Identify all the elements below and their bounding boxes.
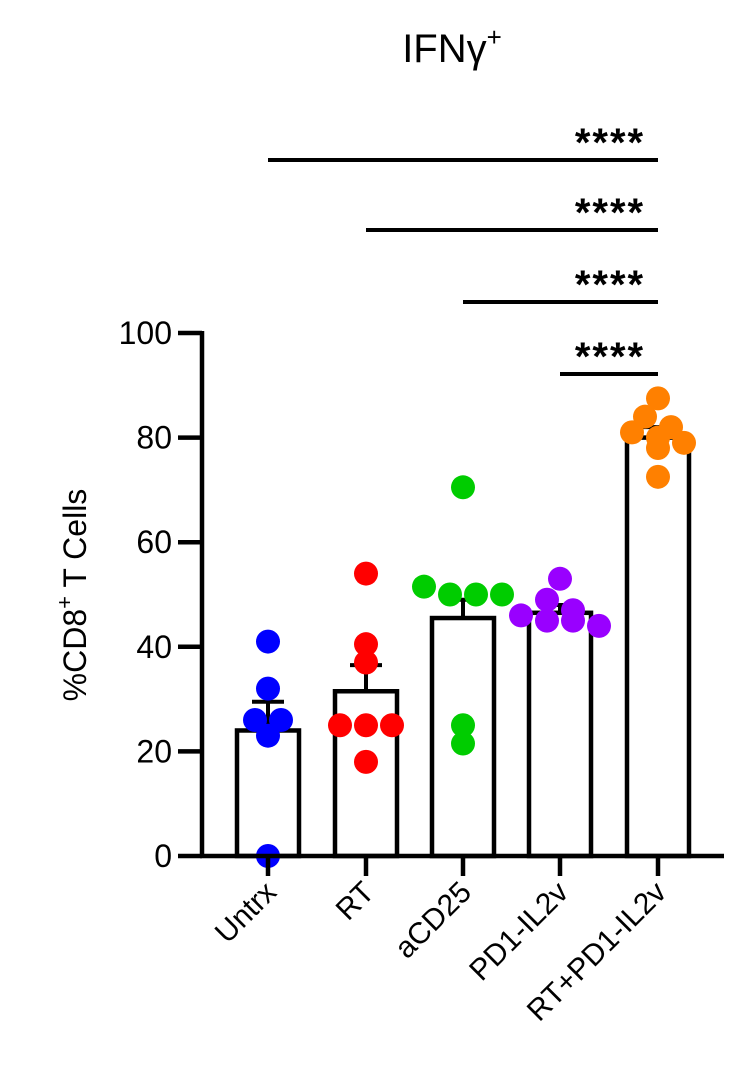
point-1-3: [328, 713, 352, 738]
point-4-3: [620, 420, 644, 445]
point-0-4: [256, 723, 280, 748]
x-tick-label-0: Untrx: [209, 876, 283, 950]
comparison-label-0: ****: [575, 121, 645, 165]
point-2-2: [438, 582, 462, 607]
point-3-6: [587, 613, 611, 638]
y-axis-label-prefix: %CD8: [57, 609, 93, 701]
point-4-5: [672, 430, 696, 455]
point-2-5: [451, 713, 475, 738]
y-tick-label-0: 0: [154, 838, 172, 874]
point-2-4: [490, 582, 514, 607]
y-tick-label-3: 60: [136, 524, 172, 560]
y-axis-label-superscript: +: [52, 596, 77, 609]
x-tick-label-1: RT: [330, 876, 381, 927]
y-tick-label-4: 80: [136, 420, 172, 456]
point-3-3: [509, 603, 533, 628]
point-3-5: [561, 608, 585, 633]
y-tick-label-1: 20: [136, 733, 172, 769]
point-3-0: [548, 566, 572, 591]
chart-title-superscript: +: [487, 22, 502, 52]
point-1-4: [354, 713, 378, 738]
chart-title: IFNγ+: [402, 22, 502, 71]
point-4-0: [646, 386, 670, 411]
point-3-1: [535, 587, 559, 612]
point-2-0: [451, 475, 475, 500]
points-layer: [243, 386, 696, 868]
y-tick-label-5: 100: [119, 315, 172, 351]
point-1-2: [354, 650, 378, 675]
point-2-3: [464, 582, 488, 607]
point-0-0: [256, 629, 280, 654]
point-1-5: [380, 713, 404, 738]
bar-0: [234, 728, 302, 859]
y-tick-label-2: 40: [136, 629, 172, 665]
point-4-6: [646, 436, 670, 461]
bars-layer: [234, 435, 692, 859]
bar-4: [624, 435, 692, 859]
significance-layer: **** **** **** ****: [268, 121, 658, 379]
point-0-1: [256, 676, 280, 701]
point-3-4: [535, 608, 559, 633]
bar-3: [526, 610, 594, 859]
point-1-1: [354, 632, 378, 657]
comparison-label-2: ****: [575, 263, 645, 307]
point-2-1: [412, 574, 436, 599]
comparison-label-3: ****: [575, 335, 645, 379]
point-1-0: [354, 561, 378, 586]
y-axis-label-suffix: T Cells: [57, 489, 93, 596]
x-tick-label-2: aCD25: [389, 876, 478, 965]
point-1-6: [354, 749, 378, 774]
point-4-7: [646, 464, 670, 489]
point-2-6: [451, 731, 475, 756]
chart-title-main: IFNγ: [402, 27, 486, 71]
y-axis-label: %CD8+ T Cells: [52, 489, 93, 702]
comparison-label-1: ****: [575, 191, 645, 235]
